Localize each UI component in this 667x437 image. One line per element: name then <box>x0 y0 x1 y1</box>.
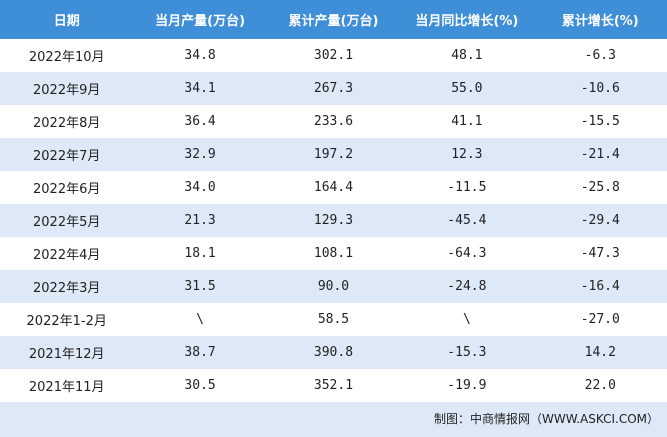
table-row: 2022年8月 36.4 233.6 41.1 -15.5 <box>0 105 667 138</box>
value-cell: \ <box>462 312 471 327</box>
header-cell: 累计产量(万台) <box>266 0 401 39</box>
date-cell: 2022年10月 <box>28 50 105 65</box>
value-cell: 55.0 <box>400 72 534 105</box>
table-row: 2022年5月 21.3 129.3 -45.4 -29.4 <box>0 204 667 237</box>
date-cell: 2022年9月 <box>0 72 134 105</box>
value-cell: -27.0 <box>580 312 620 327</box>
value-cell: \ <box>196 312 204 327</box>
value-cell: -15.3 <box>400 336 534 369</box>
table-row: 2021年12月 38.7 390.8 -15.3 14.2 <box>0 336 667 369</box>
value-cell: 30.5 <box>184 378 216 393</box>
value-cell: 22.0 <box>584 378 616 393</box>
table-row: 2022年7月 32.9 197.2 12.3 -21.4 <box>0 138 667 171</box>
table-row: 2022年4月 18.1 108.1 -64.3 -47.3 <box>0 237 667 270</box>
table-row: 2022年6月 34.0 164.4 -11.5 -25.8 <box>0 171 667 204</box>
header-row: 日期 当月产量(万台) 累计产量(万台) 当月同比增长(%) 累计增长(%) <box>0 0 667 39</box>
date-cell: 2021年12月 <box>0 336 134 369</box>
value-cell: -19.9 <box>447 378 487 393</box>
value-cell: -6.3 <box>584 48 616 63</box>
value-cell: -29.4 <box>533 204 667 237</box>
date-cell: 2022年7月 <box>0 138 134 171</box>
value-cell: 390.8 <box>266 336 401 369</box>
header-cell: 日期 <box>0 0 134 39</box>
value-cell: 108.1 <box>313 246 354 261</box>
value-cell: 38.7 <box>133 336 267 369</box>
table-row: 2022年9月 34.1 267.3 55.0 -10.6 <box>0 72 667 105</box>
value-cell: 41.1 <box>451 114 483 129</box>
date-cell: 2022年6月 <box>33 182 101 197</box>
date-cell: 2022年1-2月 <box>26 314 107 329</box>
table-row: 2022年1-2月 \ 58.5 \ -27.0 <box>0 303 667 336</box>
value-cell: -11.5 <box>447 180 487 195</box>
value-cell: 36.4 <box>184 114 216 129</box>
value-cell: -15.5 <box>580 114 620 129</box>
value-cell: 164.4 <box>313 180 354 195</box>
value-cell: 34.8 <box>184 48 216 63</box>
value-cell: -21.4 <box>533 138 667 171</box>
value-cell: 58.5 <box>317 312 350 327</box>
value-cell: 302.1 <box>313 48 354 63</box>
date-cell: 2022年8月 <box>33 116 101 131</box>
value-cell: 48.1 <box>451 48 483 63</box>
date-cell: 2022年5月 <box>0 204 134 237</box>
value-cell: -45.4 <box>400 204 534 237</box>
value-cell: 21.3 <box>133 204 267 237</box>
value-cell: 233.6 <box>313 114 354 129</box>
data-table: 日期 当月产量(万台) 累计产量(万台) 当月同比增长(%) 累计增长(%) 2022年… <box>0 0 667 402</box>
header-cell: 当月产量(万台) <box>133 0 267 39</box>
value-cell: 34.1 <box>133 72 267 105</box>
header-cell: 当月同比增长(%) <box>400 0 534 39</box>
value-cell: -25.8 <box>580 180 620 195</box>
value-cell: -10.6 <box>533 72 667 105</box>
value-cell: 90.0 <box>266 270 401 303</box>
table-body: 2022年10月 34.8 302.1 48.1 -6.3 2022年9月 34.1 267.… <box>0 39 667 402</box>
value-cell: 14.2 <box>533 336 667 369</box>
value-cell: 12.3 <box>400 138 534 171</box>
value-cell: 18.1 <box>184 246 216 261</box>
value-cell: 267.3 <box>266 72 401 105</box>
value-cell: -64.3 <box>447 246 487 261</box>
table-row: 2021年11月 30.5 352.1 -19.9 22.0 <box>0 369 667 402</box>
date-cell: 2022年3月 <box>0 270 134 303</box>
value-cell: -24.8 <box>400 270 534 303</box>
table-row: 2022年3月 31.5 90.0 -24.8 -16.4 <box>0 270 667 303</box>
table-header: 日期 当月产量(万台) 累计产量(万台) 当月同比增长(%) 累计增长(%) <box>0 0 667 39</box>
date-cell: 2021年11月 <box>28 380 105 395</box>
header-cell: 累计增长(%) <box>533 0 667 39</box>
footer-credit: 制图：中商情报网（WWW.ASKCI.COM） <box>0 402 667 437</box>
value-cell: 197.2 <box>266 138 401 171</box>
value-cell: 129.3 <box>266 204 401 237</box>
value-cell: 31.5 <box>133 270 267 303</box>
table-row: 2022年10月 34.8 302.1 48.1 -6.3 <box>0 39 667 72</box>
value-cell: 352.1 <box>313 378 354 393</box>
value-cell: 34.0 <box>184 180 216 195</box>
value-cell: 32.9 <box>133 138 267 171</box>
value-cell: -16.4 <box>533 270 667 303</box>
date-cell: 2022年4月 <box>33 248 101 263</box>
value-cell: -47.3 <box>580 246 620 261</box>
